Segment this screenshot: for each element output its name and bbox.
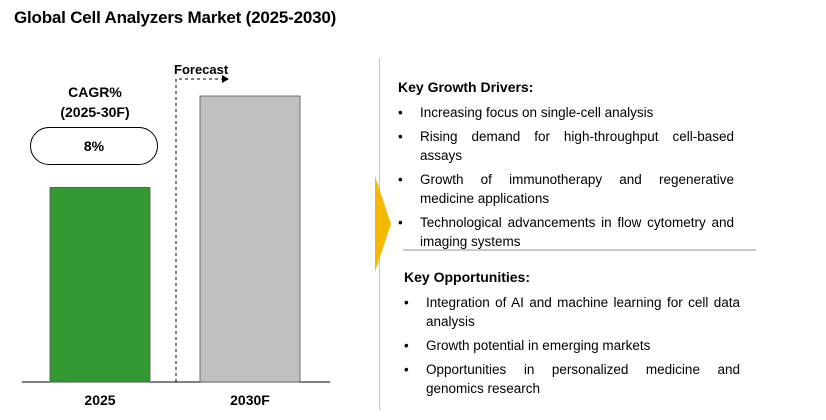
bar-2030f xyxy=(199,95,301,383)
opportunities-heading: Key Opportunities: xyxy=(404,269,531,285)
forecast-label: Forecast xyxy=(174,62,229,77)
cagr-label-line1: CAGR% xyxy=(68,84,122,100)
opportunity-item: Growth potential in emerging markets xyxy=(404,336,740,355)
opportunity-item: Opportunities in personalized medicine a… xyxy=(404,360,740,398)
chart-title: Global Cell Analyzers Market (2025-2030) xyxy=(14,8,337,27)
drivers-list: Increasing focus on single-cell analysis… xyxy=(398,103,734,251)
cagr-value-badge: 8% xyxy=(30,127,158,165)
cagr-label-line2: (2025-30F) xyxy=(60,104,130,120)
opportunity-item: Integration of AI and machine learning f… xyxy=(404,293,740,331)
key-opportunities: Key Opportunities: Integration of AI and… xyxy=(404,268,740,403)
market-bar-chart: 2025 2030F xyxy=(22,75,330,408)
forecast-arrow-icon xyxy=(222,75,229,83)
driver-item: Increasing focus on single-cell analysis xyxy=(398,103,734,122)
cagr-label: CAGR% (2025-30F) xyxy=(30,82,160,122)
cagr-value: 8% xyxy=(83,138,105,154)
x-tick-label: 2025 xyxy=(84,392,115,408)
arrow-right-icon xyxy=(375,176,391,272)
bar-2025 xyxy=(49,187,151,383)
forecast-divider xyxy=(175,78,222,382)
key-growth-drivers: Key Growth Drivers: Increasing focus on … xyxy=(398,78,734,256)
driver-item: Rising demand for high-throughput cell-b… xyxy=(398,127,734,165)
driver-item: Technological advancements in flow cytom… xyxy=(398,213,734,251)
opportunities-list: Integration of AI and machine learning f… xyxy=(404,293,740,398)
x-tick-label: 2030F xyxy=(230,392,270,408)
section-divider xyxy=(403,249,756,251)
drivers-heading: Key Growth Drivers: xyxy=(398,79,534,95)
driver-item: Growth of immunotherapy and regenerative… xyxy=(398,170,734,208)
